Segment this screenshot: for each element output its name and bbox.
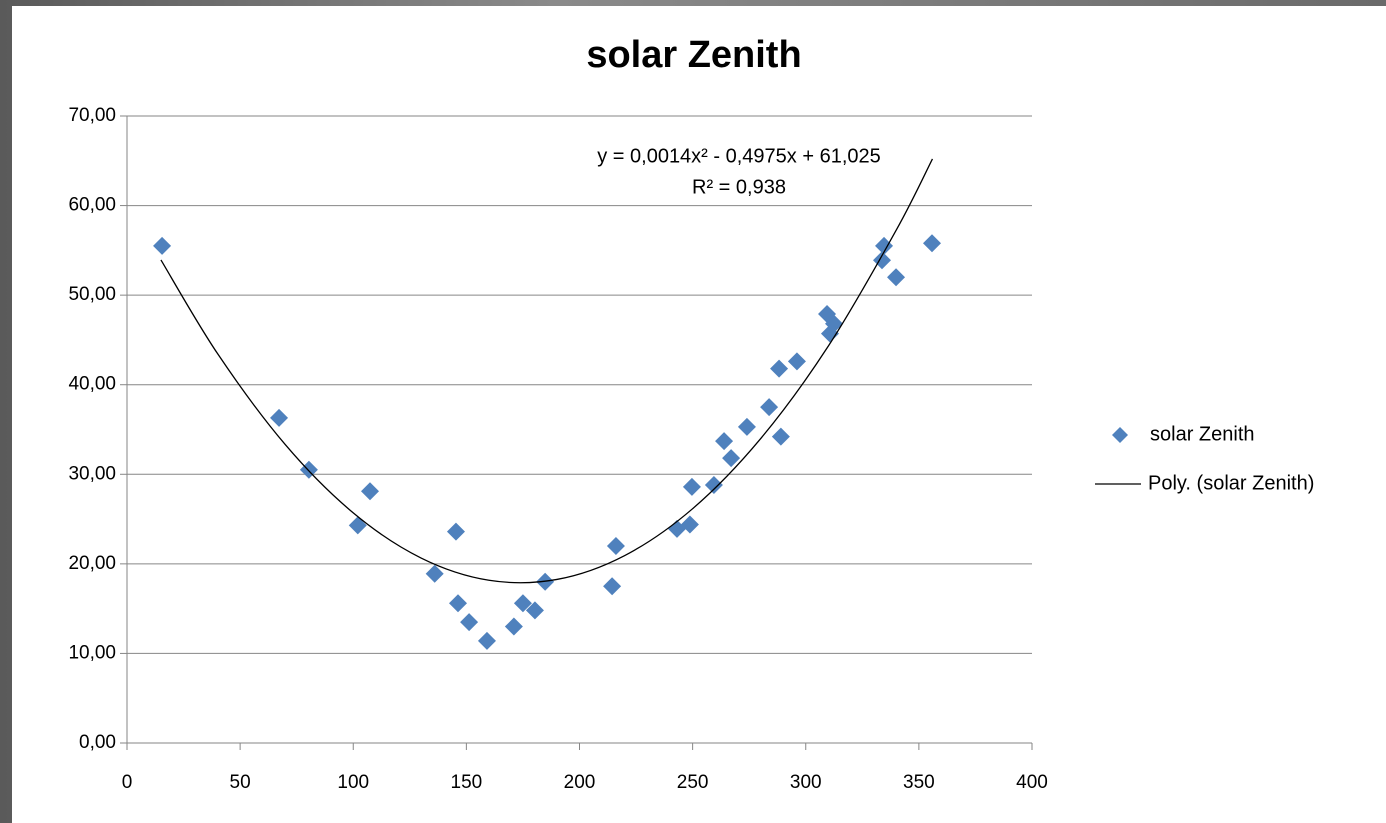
chart-title: solar Zenith (586, 34, 801, 76)
data-point (922, 234, 941, 253)
data-point (513, 594, 532, 613)
y-tick-label: 10,00 (68, 642, 116, 663)
data-point (153, 236, 172, 255)
data-point (270, 408, 289, 427)
data-point (477, 631, 496, 650)
y-tick-label: 70,00 (68, 105, 116, 126)
data-point (680, 515, 699, 534)
data-point (606, 536, 625, 555)
data-point (737, 417, 756, 436)
data-point (360, 482, 379, 501)
data-point (760, 398, 779, 417)
x-tick-label: 50 (230, 772, 251, 793)
trendline (160, 158, 934, 584)
data-point (504, 617, 523, 636)
data-point (704, 476, 723, 495)
y-tick-label: 40,00 (68, 374, 116, 395)
data-point (787, 352, 806, 371)
y-tick-label: 50,00 (68, 284, 116, 305)
data-point (770, 359, 789, 378)
y-tick-label: 0,00 (79, 732, 116, 753)
data-point (722, 449, 741, 468)
x-tick-label: 350 (903, 772, 935, 793)
data-point (525, 601, 544, 620)
x-tick-label: 250 (677, 772, 709, 793)
data-point (771, 427, 790, 446)
data-point (887, 268, 906, 287)
y-tick-label: 60,00 (68, 195, 116, 216)
data-point (460, 613, 479, 632)
data-point (825, 314, 844, 333)
chart-background (12, 6, 1386, 823)
legend-label: solar Zenith (1150, 423, 1255, 445)
data-point (875, 236, 894, 255)
legend-label: Poly. (solar Zenith) (1148, 472, 1314, 494)
x-tick-label: 300 (790, 772, 822, 793)
x-tick-label: 100 (337, 772, 369, 793)
data-point (446, 522, 465, 541)
data-point (449, 594, 468, 613)
data-point (682, 477, 701, 496)
x-tick-label: 200 (564, 772, 596, 793)
legend-marker (1112, 427, 1128, 443)
annotation: y = 0,0014x² - 0,4975x + 61,025 (597, 145, 881, 167)
y-tick-label: 20,00 (68, 553, 116, 574)
data-point (603, 577, 622, 596)
x-tick-label: 0 (122, 772, 133, 793)
x-tick-label: 150 (451, 772, 483, 793)
annotation: R² = 0,938 (692, 176, 786, 198)
y-tick-label: 30,00 (68, 463, 116, 484)
x-tick-label: 400 (1016, 772, 1048, 793)
data-point (715, 432, 734, 451)
data-point (425, 564, 444, 583)
